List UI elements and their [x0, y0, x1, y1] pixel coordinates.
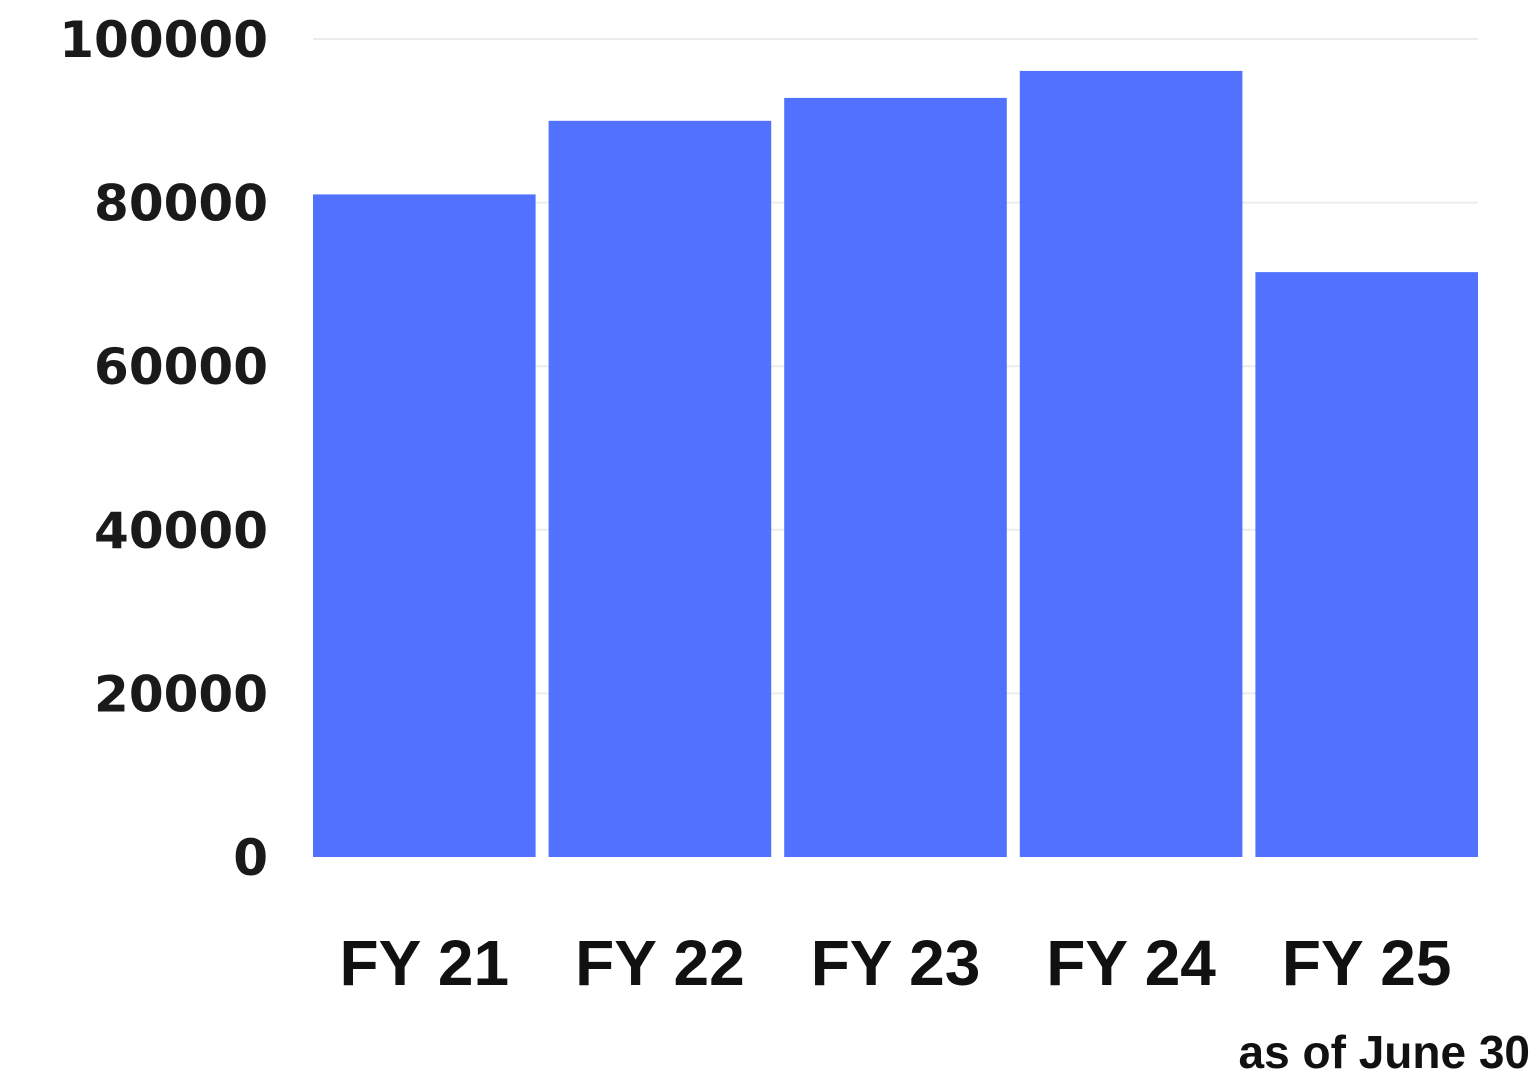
bar-fy-22 [548, 120, 772, 858]
y-tick-label: 40000 [94, 502, 268, 560]
y-tick-label: 100000 [59, 11, 268, 69]
x-tick-label: FY 23 [811, 927, 981, 999]
y-tick-label: 60000 [94, 338, 268, 396]
bar-fy-21 [313, 194, 536, 858]
bar-fy-25 [1255, 272, 1478, 857]
x-axis-tick-labels: FY 21 FY 22 FY 23 FY 24 FY 25 [340, 927, 1452, 999]
x-tick-label: FY 22 [575, 927, 745, 999]
x-tick-label: FY 21 [340, 927, 510, 999]
y-axis-tick-labels: 0 20000 40000 60000 80000 100000 [59, 11, 268, 887]
x-tick-label: FY 24 [1046, 927, 1216, 999]
bars [313, 70, 1478, 858]
bar-fy-23 [784, 97, 1007, 857]
y-tick-label: 80000 [94, 175, 268, 233]
bar-fy-24 [1019, 70, 1243, 858]
y-tick-label: 20000 [94, 665, 268, 723]
x-tick-label: FY 25 [1282, 927, 1452, 999]
date-annotation: as of June 30 [1239, 1026, 1530, 1074]
y-tick-label: 0 [233, 829, 268, 887]
